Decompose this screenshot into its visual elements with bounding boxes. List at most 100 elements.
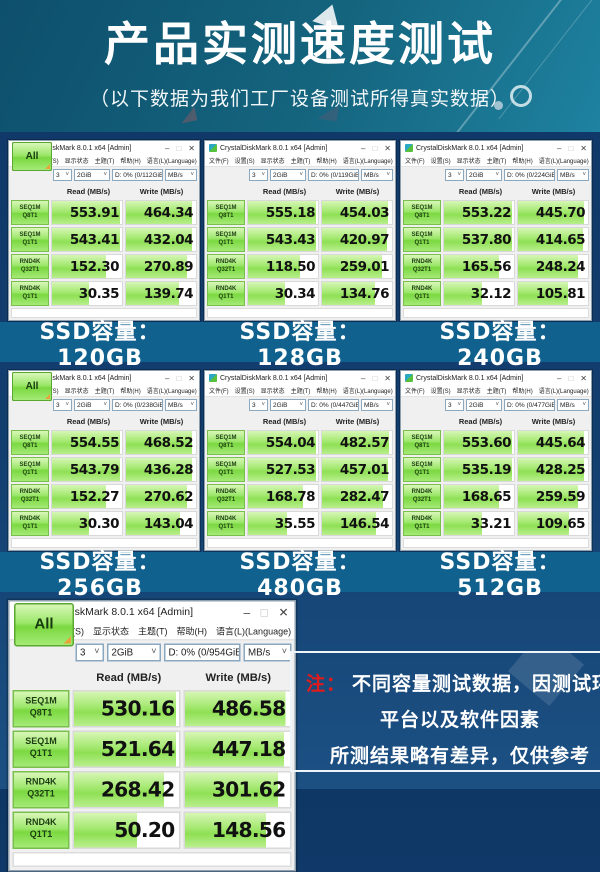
target-drive-select[interactable]: D: 0% (0/477GiB) ˅ <box>504 399 555 411</box>
test-button-seq1m-q8t1[interactable]: SEQ1M Q8T1 <box>207 200 245 225</box>
test-count-select[interactable]: 3 ˅ <box>445 169 464 181</box>
maximize-icon[interactable]: □ <box>568 143 574 153</box>
test-button-rnd4k-q32t1[interactable]: RND4K Q32T1 <box>11 484 49 509</box>
minimize-icon[interactable]: – <box>361 143 366 153</box>
menu-theme[interactable]: 主题(T) <box>94 389 115 395</box>
test-button-seq1m-q8t1[interactable]: SEQ1M Q8T1 <box>12 690 70 728</box>
target-drive-select[interactable]: D: 0% (0/238GiB) ˅ <box>112 399 163 411</box>
target-drive-select[interactable]: D: 0% (0/224GiB) ˅ <box>504 169 555 181</box>
test-size-select[interactable]: 2GiB ˅ <box>107 643 161 662</box>
menu-language[interactable]: 语言(L)(Language) <box>538 389 589 395</box>
test-button-seq1m-q8t1[interactable]: SEQ1M Q8T1 <box>207 430 245 455</box>
menu-theme[interactable]: 主题(T) <box>138 628 168 638</box>
all-button[interactable]: All <box>12 372 52 401</box>
minimize-icon[interactable]: – <box>243 605 251 619</box>
minimize-icon[interactable]: – <box>165 143 170 153</box>
minimize-icon[interactable]: – <box>361 373 366 383</box>
menu-view[interactable]: 显示状态 <box>260 389 285 395</box>
window-title-bar[interactable]: CrystalDiskMark 8.0.1 x64 [Admin] – □ ✕ <box>9 601 295 623</box>
menu-language[interactable]: 语言(L)(Language) <box>538 159 589 165</box>
test-button-rnd4k-q32t1[interactable]: RND4K Q32T1 <box>12 771 70 809</box>
close-icon[interactable]: ✕ <box>580 143 587 153</box>
menu-help[interactable]: 帮助(H) <box>316 159 337 165</box>
test-size-select[interactable]: 2GiB ˅ <box>270 399 306 411</box>
menu-language[interactable]: 语言(L)(Language) <box>342 389 393 395</box>
target-drive-select[interactable]: D: 0% (0/112GiB) ˅ <box>112 169 163 181</box>
test-count-select[interactable]: 3 ˅ <box>249 399 268 411</box>
menu-theme[interactable]: 主题(T) <box>486 389 507 395</box>
menu-language[interactable]: 语言(L)(Language) <box>146 159 197 165</box>
test-size-select[interactable]: 2GiB ˅ <box>270 169 306 181</box>
test-button-rnd4k-q32t1[interactable]: RND4K Q32T1 <box>11 254 49 279</box>
unit-select[interactable]: MB/s ˅ <box>557 399 589 411</box>
unit-select[interactable]: MB/s ˅ <box>557 169 589 181</box>
menu-file[interactable]: 文件(F) <box>405 159 425 165</box>
menu-settings[interactable]: 设置(S) <box>430 389 451 395</box>
menu-settings[interactable]: 设置(S) <box>234 389 255 395</box>
test-button-rnd4k-q1t1[interactable]: RND4K Q1T1 <box>11 511 49 536</box>
menu-file[interactable]: 文件(F) <box>209 389 229 395</box>
test-button-rnd4k-q1t1[interactable]: RND4K Q1T1 <box>207 281 245 306</box>
unit-select[interactable]: MB/s ˅ <box>361 169 393 181</box>
test-count-select[interactable]: 3 ˅ <box>53 169 72 181</box>
window-title-bar[interactable]: CrystalDiskMark 8.0.1 x64 [Admin] – □ ✕ <box>401 371 591 385</box>
unit-select[interactable]: MB/s ˅ <box>165 169 197 181</box>
test-size-select[interactable]: 2GiB ˅ <box>466 169 502 181</box>
close-icon[interactable]: ✕ <box>384 143 391 153</box>
test-button-seq1m-q8t1[interactable]: SEQ1M Q8T1 <box>11 200 49 225</box>
test-count-select[interactable]: 3 ˅ <box>75 643 104 662</box>
menu-theme[interactable]: 主题(T) <box>486 159 507 165</box>
menu-help[interactable]: 帮助(H) <box>120 389 141 395</box>
unit-select[interactable]: MB/s ˅ <box>361 399 393 411</box>
menu-view[interactable]: 显示状态 <box>64 159 89 165</box>
test-button-seq1m-q8t1[interactable]: SEQ1M Q8T1 <box>403 430 441 455</box>
close-icon[interactable]: ✕ <box>278 605 289 619</box>
close-icon[interactable]: ✕ <box>384 373 391 383</box>
test-count-select[interactable]: 3 ˅ <box>445 399 464 411</box>
close-icon[interactable]: ✕ <box>580 373 587 383</box>
test-button-rnd4k-q1t1[interactable]: RND4K Q1T1 <box>207 511 245 536</box>
menu-file[interactable]: 文件(F) <box>405 389 425 395</box>
menu-view[interactable]: 显示状态 <box>456 389 481 395</box>
menu-help[interactable]: 帮助(H) <box>316 389 337 395</box>
maximize-icon[interactable]: □ <box>176 373 182 383</box>
unit-select[interactable]: MB/s ˅ <box>243 643 292 662</box>
menu-view[interactable]: 显示状态 <box>93 628 130 638</box>
maximize-icon[interactable]: □ <box>568 373 574 383</box>
menu-view[interactable]: 显示状态 <box>64 389 89 395</box>
menu-help[interactable]: 帮助(H) <box>120 159 141 165</box>
test-count-select[interactable]: 3 ˅ <box>53 399 72 411</box>
test-button-seq1m-q1t1[interactable]: SEQ1M Q1T1 <box>403 457 441 482</box>
window-title-bar[interactable]: CrystalDiskMark 8.0.1 x64 [Admin] – □ ✕ <box>205 141 395 155</box>
test-size-select[interactable]: 2GiB ˅ <box>74 399 110 411</box>
test-button-seq1m-q8t1[interactable]: SEQ1M Q8T1 <box>403 200 441 225</box>
menu-language[interactable]: 语言(L)(Language) <box>146 389 197 395</box>
test-count-select[interactable]: 3 ˅ <box>249 169 268 181</box>
target-drive-select[interactable]: D: 0% (0/447GiB) ˅ <box>308 399 359 411</box>
test-button-seq1m-q1t1[interactable]: SEQ1M Q1T1 <box>11 227 49 252</box>
maximize-icon[interactable]: □ <box>372 373 378 383</box>
menu-theme[interactable]: 主题(T) <box>290 159 311 165</box>
test-size-select[interactable]: 2GiB ˅ <box>74 169 110 181</box>
all-button[interactable]: All <box>12 142 52 171</box>
menu-theme[interactable]: 主题(T) <box>94 159 115 165</box>
menu-view[interactable]: 显示状态 <box>260 159 285 165</box>
test-button-seq1m-q1t1[interactable]: SEQ1M Q1T1 <box>207 457 245 482</box>
window-title-bar[interactable]: CrystalDiskMark 8.0.1 x64 [Admin] – □ ✕ <box>205 371 395 385</box>
all-button[interactable]: All <box>14 603 74 647</box>
minimize-icon[interactable]: – <box>557 373 562 383</box>
test-button-rnd4k-q1t1[interactable]: RND4K Q1T1 <box>403 511 441 536</box>
maximize-icon[interactable]: □ <box>176 143 182 153</box>
minimize-icon[interactable]: – <box>557 143 562 153</box>
test-button-seq1m-q8t1[interactable]: SEQ1M Q8T1 <box>11 430 49 455</box>
menu-file[interactable]: 文件(F) <box>209 159 229 165</box>
menu-help[interactable]: 帮助(H) <box>176 628 208 638</box>
minimize-icon[interactable]: – <box>165 373 170 383</box>
menu-theme[interactable]: 主题(T) <box>290 389 311 395</box>
test-button-seq1m-q1t1[interactable]: SEQ1M Q1T1 <box>403 227 441 252</box>
menu-language[interactable]: 语言(L)(Language) <box>342 159 393 165</box>
close-icon[interactable]: ✕ <box>188 143 195 153</box>
test-button-seq1m-q1t1[interactable]: SEQ1M Q1T1 <box>12 730 70 768</box>
test-size-select[interactable]: 2GiB ˅ <box>466 399 502 411</box>
test-button-rnd4k-q32t1[interactable]: RND4K Q32T1 <box>207 484 245 509</box>
